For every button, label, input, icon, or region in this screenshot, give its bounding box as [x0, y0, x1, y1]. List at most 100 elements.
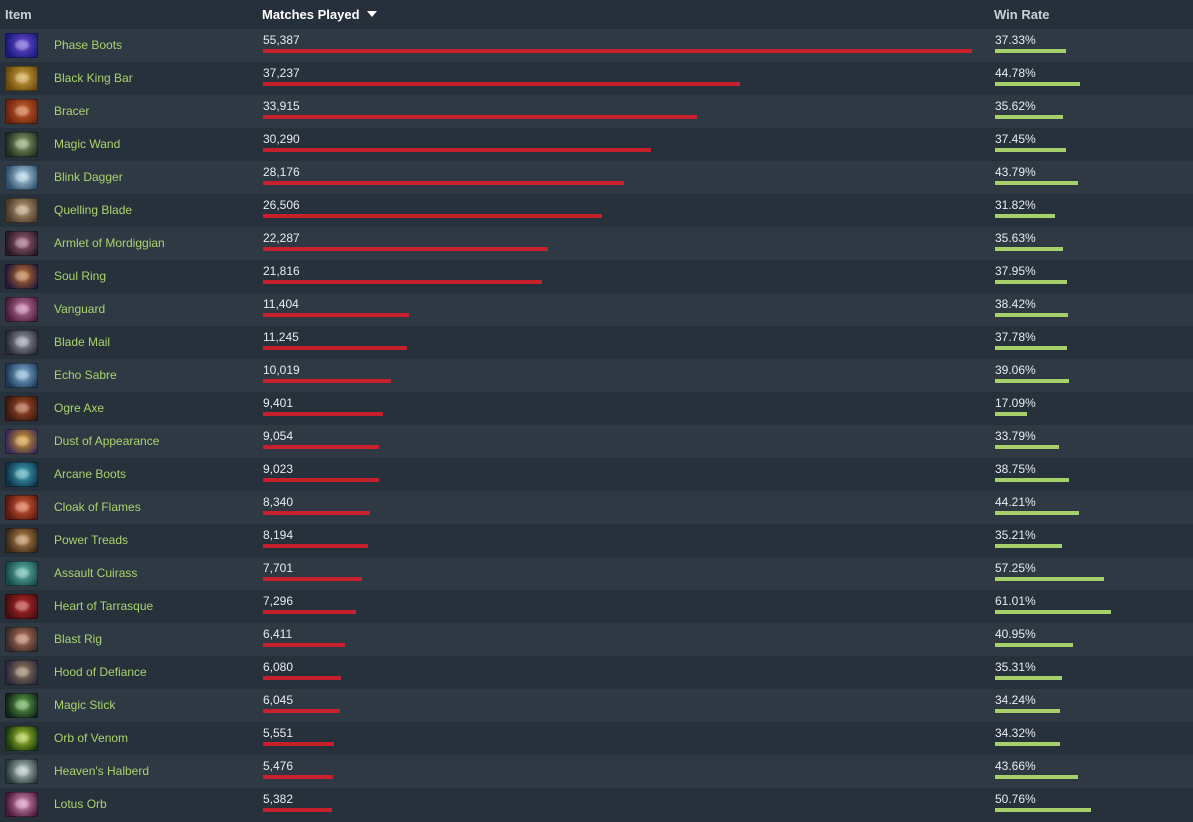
matches-played-bar [263, 280, 542, 284]
win-rate-value: 37.95% [995, 264, 1036, 278]
matches-played-value: 28,176 [263, 165, 300, 179]
ogre-axe-icon[interactable] [5, 396, 38, 421]
soul-ring-icon[interactable] [5, 264, 38, 289]
black-king-bar-icon[interactable] [5, 66, 38, 91]
item-name-link[interactable]: Armlet of Mordiggian [54, 236, 165, 250]
item-name-link[interactable]: Quelling Blade [54, 203, 133, 217]
item-name-link[interactable]: Magic Wand [54, 137, 121, 151]
matches-played-value: 5,476 [263, 759, 294, 773]
magic-wand-icon[interactable] [5, 132, 38, 157]
table-row: Blast Rig 6,411 40.95% [0, 623, 1193, 656]
win-rate-value: 39.06% [995, 363, 1036, 377]
item-name-link[interactable]: Black King Bar [54, 71, 133, 85]
matches-played-bar [263, 181, 624, 185]
win-rate-bar [995, 445, 1059, 449]
matches-played-bar [263, 346, 407, 350]
win-rate-value: 57.25% [995, 561, 1036, 575]
win-rate-value: 35.31% [995, 660, 1036, 674]
win-rate-value: 37.45% [995, 132, 1036, 146]
armlet-of-mordiggian-icon[interactable] [5, 231, 38, 256]
column-header-win-rate[interactable]: Win Rate [994, 7, 1050, 22]
item-name-link[interactable]: Bracer [54, 104, 90, 118]
bracer-icon[interactable] [5, 99, 38, 124]
matches-played-bar [263, 709, 340, 713]
win-rate-value: 35.62% [995, 99, 1036, 113]
item-name-link[interactable]: Dust of Appearance [54, 434, 160, 448]
win-rate-bar [995, 577, 1104, 581]
item-name-link[interactable]: Orb of Venom [54, 731, 129, 745]
power-treads-icon[interactable] [5, 528, 38, 553]
phase-boots-icon[interactable] [5, 33, 38, 58]
win-rate-value: 17.09% [995, 396, 1036, 410]
item-name-link[interactable]: Assault Cuirass [54, 566, 138, 580]
win-rate-value: 33.79% [995, 429, 1036, 443]
blink-dagger-icon[interactable] [5, 165, 38, 190]
win-rate-bar [995, 115, 1063, 119]
quelling-blade-icon[interactable] [5, 198, 38, 223]
matches-played-value: 37,237 [263, 66, 300, 80]
win-rate-value: 31.82% [995, 198, 1036, 212]
item-name-link[interactable]: Lotus Orb [54, 797, 107, 811]
vanguard-icon[interactable] [5, 297, 38, 322]
item-name-link[interactable]: Cloak of Flames [54, 500, 141, 514]
item-name-link[interactable]: Phase Boots [54, 38, 123, 52]
orb-of-venom-icon[interactable] [5, 726, 38, 751]
win-rate-bar [995, 544, 1062, 548]
column-header-item[interactable]: Item [5, 7, 32, 22]
magic-stick-icon[interactable] [5, 693, 38, 718]
win-rate-bar [995, 49, 1066, 53]
lotus-orb-icon[interactable] [5, 792, 38, 817]
matches-played-value: 7,701 [263, 561, 294, 575]
table-row: Power Treads 8,194 35.21% [0, 524, 1193, 557]
table-row: Heart of Tarrasque 7,296 61.01% [0, 590, 1193, 623]
win-rate-value: 35.63% [995, 231, 1036, 245]
blade-mail-icon[interactable] [5, 330, 38, 355]
item-name-link[interactable]: Magic Stick [54, 698, 116, 712]
item-name-link[interactable]: Heart of Tarrasque [54, 599, 154, 613]
item-name-link[interactable]: Blade Mail [54, 335, 111, 349]
matches-played-bar [263, 82, 740, 86]
matches-played-value: 5,382 [263, 792, 294, 806]
item-name-link[interactable]: Blast Rig [54, 632, 103, 646]
item-name-link[interactable]: Vanguard [54, 302, 106, 316]
matches-played-bar [263, 148, 651, 152]
item-name-link[interactable]: Soul Ring [54, 269, 107, 283]
item-name-link[interactable]: Arcane Boots [54, 467, 127, 481]
heavens-halberd-icon[interactable] [5, 759, 38, 784]
table-row: Hood of Defiance 6,080 35.31% [0, 656, 1193, 689]
item-name-link[interactable]: Blink Dagger [54, 170, 123, 184]
matches-played-bar [263, 511, 370, 515]
item-name-link[interactable]: Echo Sabre [54, 368, 117, 382]
table-row: Dust of Appearance 9,054 33.79% [0, 425, 1193, 458]
win-rate-bar [995, 478, 1069, 482]
matches-played-value: 7,296 [263, 594, 294, 608]
dust-of-appearance-icon[interactable] [5, 429, 38, 454]
matches-played-value: 30,290 [263, 132, 300, 146]
item-name-link[interactable]: Power Treads [54, 533, 129, 547]
table-row: Magic Stick 6,045 34.24% [0, 689, 1193, 722]
blast-rig-icon[interactable] [5, 627, 38, 652]
matches-played-value: 33,915 [263, 99, 300, 113]
win-rate-bar [995, 148, 1066, 152]
assault-cuirass-icon[interactable] [5, 561, 38, 586]
heart-of-tarrasque-icon[interactable] [5, 594, 38, 619]
win-rate-value: 44.78% [995, 66, 1036, 80]
win-rate-bar [995, 808, 1091, 812]
item-name-link[interactable]: Hood of Defiance [54, 665, 147, 679]
arcane-boots-icon[interactable] [5, 462, 38, 487]
item-name-link[interactable]: Ogre Axe [54, 401, 105, 415]
matches-played-bar [263, 247, 548, 251]
matches-played-bar [263, 115, 697, 119]
item-name-link[interactable]: Heaven's Halberd [54, 764, 150, 778]
matches-played-bar [263, 808, 332, 812]
win-rate-bar [995, 280, 1067, 284]
hood-of-defiance-icon[interactable] [5, 660, 38, 685]
win-rate-bar [995, 346, 1067, 350]
column-header-matches-played[interactable]: Matches Played [262, 7, 377, 22]
win-rate-value: 43.66% [995, 759, 1036, 773]
table-row: Cloak of Flames 8,340 44.21% [0, 491, 1193, 524]
table-row: Lotus Orb 5,382 50.76% [0, 788, 1193, 821]
cloak-of-flames-icon[interactable] [5, 495, 38, 520]
echo-sabre-icon[interactable] [5, 363, 38, 388]
win-rate-bar [995, 313, 1068, 317]
